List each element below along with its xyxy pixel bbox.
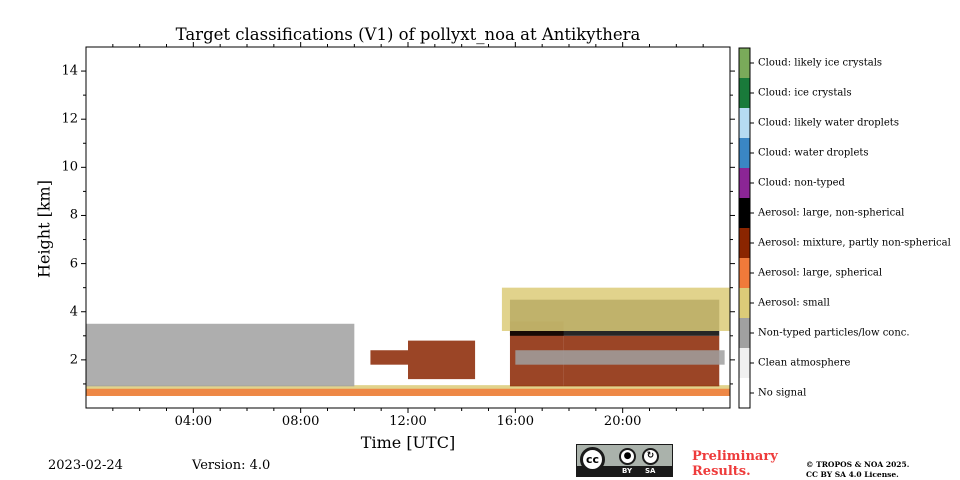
colorbar-swatch [739,318,750,348]
x-tick-label: 08:00 [281,414,320,429]
x-axis-label: Time [UTC] [360,433,456,452]
y-tick-label: 4 [69,304,78,320]
y-tick-label: 12 [61,111,78,127]
preliminary-line-1: Preliminary [692,449,778,464]
y-tick-label: 6 [69,256,78,272]
colorbar-swatch [739,228,750,258]
class-layer-3 [370,350,408,365]
x-tick-label: 12:00 [389,414,427,429]
class-layer-2 [86,323,355,387]
y-tick-label: 10 [61,159,78,175]
cc-license-badge: cc ● ↻ BY SA [576,444,673,477]
colorbar-label: Clean atmosphere [758,357,851,369]
cc-sa-text: SA [645,467,656,475]
x-tick-label: 20:00 [603,414,642,429]
y-tick-label: 8 [69,207,78,223]
preliminary-notice: Preliminary Results. [692,449,778,479]
colorbar-label: Cloud: ice crystals [758,87,852,99]
version-label: Version: 4.0 [192,458,271,473]
colorbar-label: No signal [758,387,807,399]
colorbar-label: Cloud: likely ice crystals [758,57,883,69]
colorbar-label: Cloud: non-typed [758,177,845,189]
colorbar-swatch [739,78,750,108]
colorbar-label: Cloud: likely water droplets [758,117,899,129]
plot-axes [81,42,735,413]
copyright-line-1: © TROPOS & NOA 2025. [806,460,910,469]
class-layer-9 [515,350,725,365]
date-label: 2023-02-24 [48,458,123,473]
share-alike-icon: ↻ [642,448,659,465]
colorbar-label: Aerosol: small [758,297,830,309]
class-layer-4 [408,340,476,380]
colorbar-swatch [739,138,750,168]
copyright-notice: © TROPOS & NOA 2025. CC BY SA 4.0 Licens… [806,460,909,480]
colorbar-swatch [739,258,750,288]
colorbar-swatch [739,48,750,78]
cc-by-text: BY [622,467,633,475]
colorbar-swatch [739,288,750,318]
colorbar-label: Aerosol: large, non-spherical [758,207,905,219]
x-tick-label: 04:00 [174,414,213,429]
colorbar-swatch [739,168,750,198]
colorbar-swatch [739,198,750,228]
colorbar-swatch [739,348,750,378]
cc-badge-bar [577,466,672,476]
x-tick-label: 16:00 [496,414,535,429]
heatmap-cells [86,287,730,396]
colorbar-label: Cloud: water droplets [758,147,869,159]
colorbar-swatch [739,108,750,138]
colorbar [738,47,754,409]
y-tick-label: 14 [61,63,78,79]
cc-icon: cc [580,447,605,472]
chart-title: Target classifications (V1) of pollyxt_n… [175,25,641,44]
class-layer-1 [86,388,730,396]
colorbar-frame [738,47,751,409]
preliminary-line-2: Results. [692,464,751,479]
colorbar-label: Non-typed particles/low conc. [758,327,910,339]
class-layer-8 [501,287,730,331]
y-tick-label: 2 [69,352,78,368]
colorbar-label: Aerosol: large, spherical [758,267,883,279]
copyright-line-2: CC BY SA 4.0 License. [806,470,899,479]
colorbar-swatch [739,378,750,408]
attribution-icon: ● [619,448,636,465]
colorbar-label: Aerosol: mixture, partly non-spherical [758,237,951,249]
